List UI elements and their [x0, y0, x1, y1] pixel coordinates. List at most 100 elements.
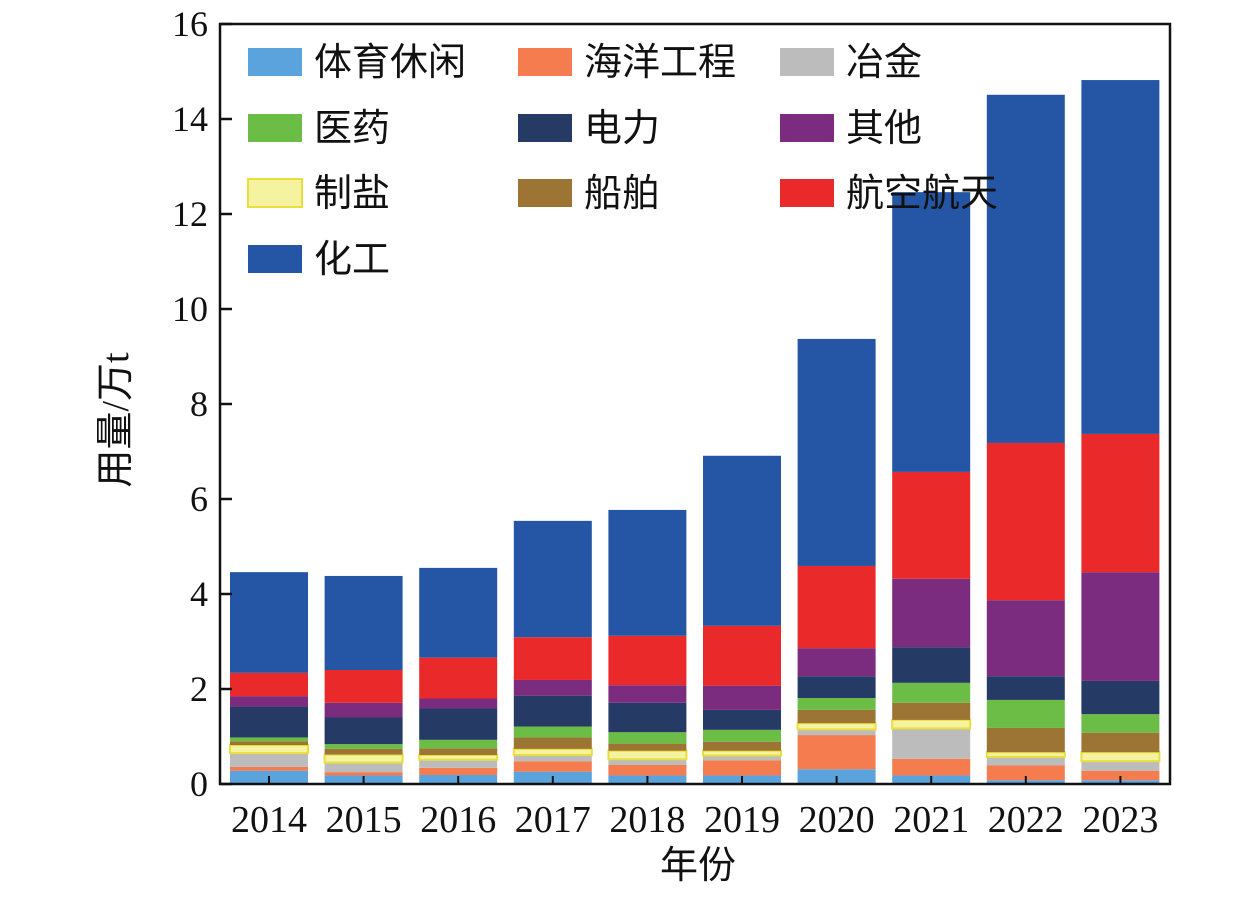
legend-swatch — [248, 245, 302, 273]
bar-segment-2022 — [986, 676, 1065, 700]
bar-segment-2021 — [892, 758, 971, 776]
bar-segment-2018 — [608, 759, 687, 765]
bar-segment-2015 — [324, 670, 403, 703]
bar-segment-2020 — [797, 676, 876, 699]
bar-segment-2019 — [703, 625, 781, 686]
x-tick-label: 2014 — [231, 799, 307, 841]
bar-segment-2014 — [230, 672, 308, 697]
bar-segment-2014 — [230, 706, 308, 738]
bar-segment-2023 — [1081, 680, 1160, 715]
bar-segment-2019 — [703, 709, 781, 730]
bar-segment-2015 — [324, 772, 403, 776]
bar-segment-2021 — [892, 471, 971, 579]
legend-swatch — [247, 178, 303, 208]
y-tick-label: 8 — [190, 384, 208, 424]
y-tick-label: 0 — [190, 764, 208, 804]
bar-segment-2019 — [703, 455, 781, 626]
bar-segment-2017 — [513, 520, 592, 638]
bar-segment-2021 — [892, 192, 971, 472]
bar-segment-2023 — [1081, 761, 1160, 771]
bar-segment-2018 — [607, 749, 688, 761]
legend-label: 其他 — [846, 108, 922, 150]
bar-segment-2018 — [608, 685, 687, 703]
legend-swatch — [780, 48, 834, 76]
bar-segment-2015 — [324, 717, 403, 745]
bar-segment-2023 — [1081, 433, 1160, 573]
bar-segment-2019 — [703, 760, 781, 776]
legend-label: 冶金 — [846, 42, 922, 84]
bar-segment-2020 — [797, 729, 876, 736]
bar-segment-2017 — [513, 737, 592, 749]
legend-label: 海洋工程 — [584, 42, 736, 84]
bar-segment-2018 — [608, 702, 687, 733]
bar-segment-2021 — [892, 578, 971, 648]
bar-segment-2019 — [703, 729, 781, 742]
bar-segment-2014 — [230, 753, 308, 767]
bar-segment-2023 — [1081, 714, 1160, 733]
bar-segment-2021 — [892, 702, 971, 720]
bar-segment-2023 — [1081, 80, 1160, 434]
legend-swatch — [780, 114, 834, 142]
bar-segment-2017 — [512, 747, 593, 757]
y-axis-label: 用量/万t — [95, 352, 137, 488]
legend-label: 船舶 — [584, 173, 660, 215]
legend-swatch — [248, 114, 302, 142]
bar-segment-2016 — [419, 708, 498, 740]
bar-segment-2014 — [230, 696, 308, 707]
x-tick-label: 2020 — [799, 799, 875, 841]
bar-segment-2017 — [513, 755, 592, 762]
bar-segment-2014 — [230, 741, 308, 746]
x-tick-label: 2017 — [515, 799, 591, 841]
y-tick-label: 4 — [190, 574, 208, 614]
x-axis-label: 年份 — [660, 845, 736, 887]
bar-segment-2018 — [608, 635, 687, 686]
legend-swatch — [518, 48, 572, 76]
y-tick-label: 2 — [190, 669, 208, 709]
bar-segment-2016 — [419, 739, 498, 749]
bar-segment-2022 — [986, 756, 1065, 766]
bar-segment-2021 — [891, 718, 972, 730]
bar-segment-2015 — [324, 762, 403, 773]
axes: 2014 2015 2016 2017 2018 2019 2020 2021 2022 2023… — [172, 4, 1172, 841]
bar-segment-2022 — [986, 94, 1065, 443]
bar-segment-2020 — [797, 735, 876, 770]
bar-segment-2020 — [797, 648, 876, 677]
legend-swatch — [780, 179, 834, 207]
legend-label: 医药 — [314, 108, 390, 150]
bar-segment-2018 — [608, 743, 687, 751]
bar-segment-2023 — [1081, 572, 1160, 681]
bar-segment-2022 — [985, 751, 1066, 758]
bar-segment-2016 — [419, 759, 498, 768]
bar-segment-2016 — [419, 567, 498, 658]
bar-segment-2018 — [608, 509, 687, 636]
bar-segment-2022 — [986, 727, 1065, 753]
bar-segment-2017 — [513, 695, 592, 727]
bar-segment-2022 — [986, 600, 1065, 677]
bar-segment-2021 — [892, 682, 971, 703]
bar-segment-2014 — [230, 572, 308, 673]
y-tick-label: 6 — [190, 479, 208, 519]
bar-segment-2017 — [513, 726, 592, 738]
bar-segment-2019 — [703, 755, 781, 761]
bar-segment-2015 — [324, 702, 403, 718]
bar-segment-2019 — [703, 741, 781, 751]
y-tick-label: 16 — [172, 4, 208, 44]
bar-segment-2019 — [703, 685, 781, 710]
legend-swatch — [248, 48, 302, 76]
bar-segment-2014 — [230, 737, 308, 742]
legend-swatch — [518, 114, 572, 142]
bar-segment-2023 — [1081, 770, 1160, 781]
bar-segment-2018 — [608, 732, 687, 744]
bar-segment-2014 — [230, 766, 308, 771]
bar-segment-2019 — [702, 749, 782, 757]
legend-label: 体育休闲 — [314, 42, 466, 84]
bars — [229, 80, 1161, 784]
y-tick-label: 14 — [172, 99, 208, 139]
bar-segment-2015 — [324, 575, 403, 670]
bar-segment-2023 — [1080, 751, 1161, 763]
bar-segment-2022 — [986, 699, 1065, 728]
bar-segment-2022 — [986, 442, 1065, 601]
bar-segment-2023 — [1081, 732, 1160, 753]
